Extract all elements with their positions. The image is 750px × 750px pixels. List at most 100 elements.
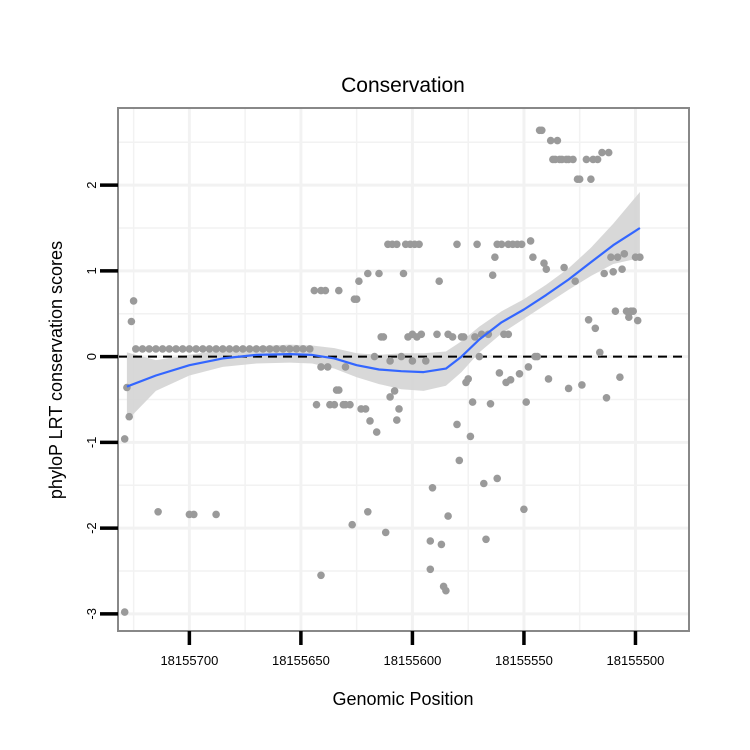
y-axis-label: phyloP LRT conservation scores [46,241,66,499]
data-point [609,268,617,276]
data-point [506,376,515,384]
data-point [408,357,417,365]
y-tick-label: 1 [84,267,99,274]
data-point [428,484,437,492]
x-axis-label: Genomic Position [332,689,473,709]
data-point [593,155,602,164]
data-point [459,333,468,341]
data-point [158,345,167,353]
data-point [600,269,608,278]
data-point [259,345,267,353]
data-point [312,400,321,409]
x-tick-label: 18155500 [607,653,665,668]
data-point [524,363,533,371]
data-point [355,277,363,286]
data-point [232,345,240,353]
data-point [321,286,330,295]
data-point [464,375,473,383]
data-point [225,345,234,353]
data-point [591,324,600,333]
data-point [517,240,526,249]
data-point [433,330,441,339]
data-point [560,263,568,272]
data-point [132,345,140,353]
data-point [335,286,343,295]
y-axis: -3 -2 -1 0 1 2 [84,182,118,620]
data-point [564,384,573,393]
data-point [335,386,343,394]
y-tick-label: -1 [84,437,99,449]
data-point [611,307,620,316]
y-tick-label: -3 [84,608,99,620]
data-point [553,136,562,145]
data-point [361,405,370,413]
data-point [348,520,357,529]
confidence-ribbon [126,192,640,421]
data-point [306,345,314,353]
data-point [299,345,307,353]
data-point [317,571,325,580]
data-point [515,370,524,378]
confidence-ribbon-layer [126,192,640,421]
data-point [375,269,383,278]
data-point [386,393,394,401]
data-point [571,277,579,286]
data-point [279,345,287,353]
y-tick-label: 2 [84,182,99,189]
y-tick-label: -2 [84,522,99,534]
grid [118,108,689,631]
data-point [152,345,160,353]
data-point [468,398,477,406]
data-point [618,265,626,274]
data-point [120,608,129,616]
data-point [616,373,624,382]
data-point [323,363,332,371]
chart-title: Conservation [341,74,465,97]
data-point [366,417,374,425]
data-point [417,330,426,339]
data-point [455,456,464,465]
smooth-line [126,227,641,388]
data-point [372,428,381,436]
data-point [393,240,401,249]
x-axis: 18155700 18155650 18155600 18155550 18155500 [160,631,664,668]
data-point [629,307,637,316]
data-point [352,295,361,304]
data-point [636,253,644,261]
data-point [596,348,604,357]
data-point [466,432,475,441]
data-point [178,345,187,353]
x-tick-label: 18155600 [384,653,442,668]
data-point [448,333,457,341]
data-point [364,508,372,516]
data-point [285,345,294,353]
x-tick-label: 18155700 [160,653,218,668]
data-point [613,253,622,261]
data-point [310,286,319,295]
data-point [602,394,611,402]
data-point [453,420,461,429]
data-point [444,512,452,520]
data-point [212,345,220,353]
data-point [625,313,633,322]
data-point [480,479,488,488]
data-point [607,253,615,261]
data-point [386,357,394,365]
data-point [154,508,162,516]
data-point [540,259,548,268]
data-point [442,586,450,595]
x-tick-label: 18155650 [272,653,330,668]
data-point [495,369,504,377]
data-point [486,400,495,408]
data-point [165,345,174,353]
data-point [172,345,180,353]
data-point [265,345,274,353]
data-point [435,277,444,286]
data-point [604,148,613,157]
data-point [205,345,214,353]
data-point [471,333,479,341]
data-point [426,565,435,574]
data-point [584,316,593,324]
data-point [379,333,388,341]
data-point [245,345,254,353]
